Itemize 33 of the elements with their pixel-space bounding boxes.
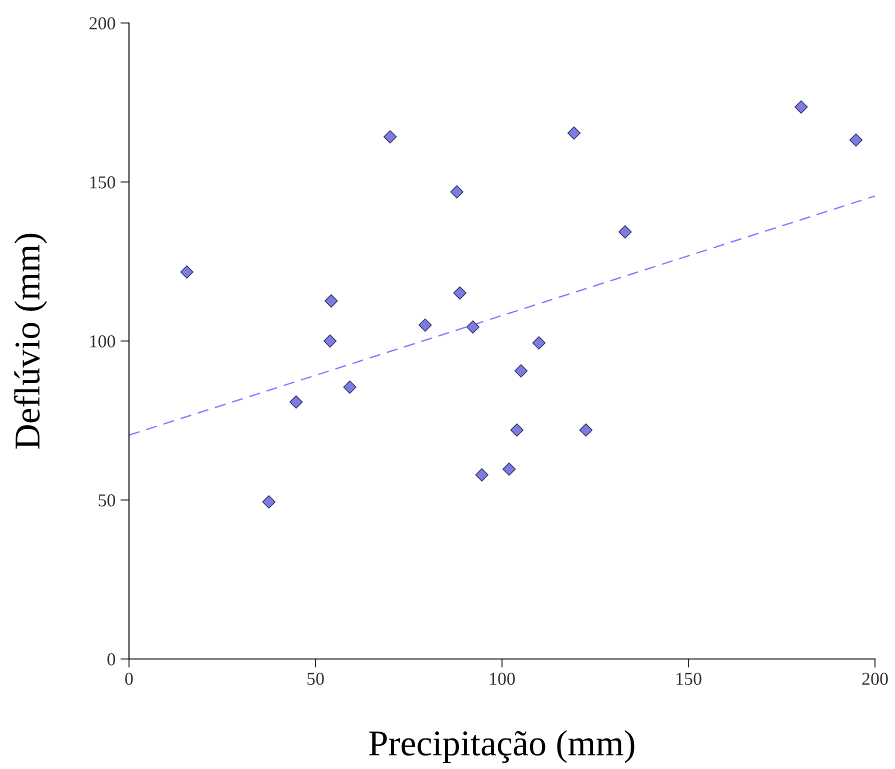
x-tick-label: 100 — [490, 672, 515, 685]
point — [475, 468, 488, 482]
x-tick-label: 150 — [676, 672, 702, 685]
point — [324, 294, 338, 308]
point — [289, 395, 303, 409]
x-axis-title: Precipitação (mm) — [369, 730, 634, 763]
y-tick-label: 200 — [90, 17, 116, 30]
point — [567, 126, 581, 140]
point — [794, 100, 808, 114]
x-tick-label: 200 — [862, 672, 888, 685]
point — [180, 265, 194, 279]
point — [618, 225, 632, 239]
point — [383, 130, 397, 144]
y-tick-label: 0 — [107, 653, 116, 666]
y-axis-title: Deflúvio (mm) — [14, 234, 48, 449]
point — [466, 320, 480, 334]
point — [532, 336, 546, 350]
point — [343, 380, 356, 394]
point — [453, 286, 466, 300]
y-tick-label: 150 — [90, 176, 116, 188]
point — [418, 318, 432, 332]
point — [579, 423, 593, 437]
point — [262, 495, 276, 509]
point — [450, 185, 464, 198]
y-tick-label: 50 — [98, 494, 116, 506]
x-tick-label: 50 — [308, 672, 324, 685]
y-tick-label: 100 — [90, 335, 116, 348]
point — [502, 462, 516, 476]
x-tick-label: 0 — [125, 672, 133, 685]
point — [849, 133, 863, 147]
point — [514, 364, 528, 378]
point — [510, 423, 524, 437]
point — [323, 334, 337, 348]
